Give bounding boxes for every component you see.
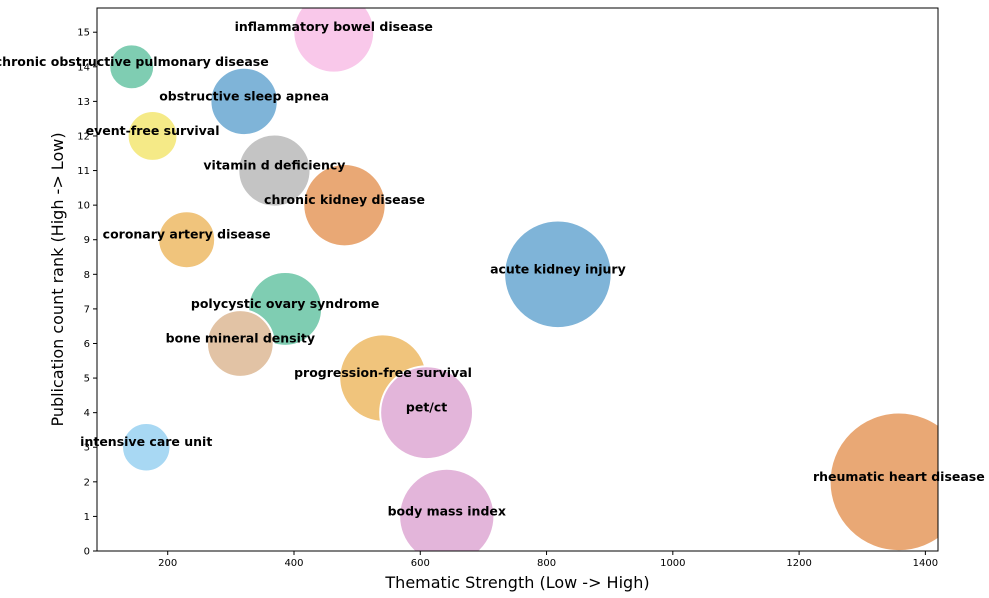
x-tick-label: 200 xyxy=(158,558,177,569)
x-tick-label: 1200 xyxy=(786,558,811,569)
y-tick-label: 14 xyxy=(77,62,90,73)
bubble-label: pet/ct xyxy=(406,400,447,415)
y-tick-label: 2 xyxy=(84,477,90,488)
bubble-label: chronic kidney disease xyxy=(264,192,425,207)
x-axis-ticks: 200 400 600 800 1000 1200 1400 xyxy=(158,551,938,569)
bubble-6 xyxy=(157,210,217,270)
bubbles-layer xyxy=(108,8,938,551)
bubble-label: polycystic ovary syndrome xyxy=(191,296,380,311)
bubble-label: rheumatic heart disease xyxy=(813,469,985,484)
bubble-9 xyxy=(205,309,275,378)
x-tick-label: 1000 xyxy=(660,558,685,569)
x-axis-title: Thematic Strength (Low -> High) xyxy=(384,573,649,592)
y-tick-label: 0 xyxy=(84,547,90,558)
y-tick-label: 7 xyxy=(84,304,90,315)
bubble-12 xyxy=(121,422,172,473)
bubble-11 xyxy=(379,365,475,461)
y-tick-label: 6 xyxy=(84,339,90,350)
bubble-4 xyxy=(237,133,312,208)
y-tick-label: 3 xyxy=(84,443,90,454)
y-axis-title: Publication count rank (High -> Low) xyxy=(48,132,67,426)
bubble-3 xyxy=(126,110,179,162)
y-tick-label: 8 xyxy=(84,270,90,281)
y-tick-label: 15 xyxy=(77,28,90,39)
plot-frame xyxy=(96,7,939,552)
bubble-label: obstructive sleep apnea xyxy=(159,88,329,103)
bubble-labels-layer: inflammatory bowel disease chronic obstru… xyxy=(0,19,985,518)
bubble-label: vitamin d deficiency xyxy=(203,158,345,173)
y-tick-label: 10 xyxy=(77,201,90,212)
y-tick-label: 5 xyxy=(84,374,90,385)
bubble-label: inflammatory bowel disease xyxy=(235,19,433,34)
y-tick-label: 9 xyxy=(84,235,90,246)
bubble-label: acute kidney injury xyxy=(490,261,626,276)
bubble-7 xyxy=(503,219,613,330)
x-tick-label: 400 xyxy=(284,558,303,569)
y-tick-label: 1 xyxy=(84,512,90,523)
x-tick-label: 600 xyxy=(411,558,430,569)
y-tick-label: 13 xyxy=(77,97,90,108)
y-tick-label: 4 xyxy=(84,408,90,419)
x-tick-label: 1400 xyxy=(913,558,938,569)
bubble-14 xyxy=(398,467,496,551)
bubble-label: body mass index xyxy=(388,503,506,518)
bubble-13 xyxy=(828,411,938,551)
bubble-label: coronary artery disease xyxy=(103,227,271,242)
bubble-label: intensive care unit xyxy=(80,434,212,449)
bubble-label: bone mineral density xyxy=(166,330,315,345)
bubble-0 xyxy=(292,8,376,74)
x-tick-label: 800 xyxy=(537,558,556,569)
bubble-1 xyxy=(108,43,156,91)
y-tick-label: 12 xyxy=(77,131,90,142)
bubble-2 xyxy=(209,66,279,137)
y-tick-label: 11 xyxy=(77,166,90,177)
bubble-label: chronic obstructive pulmonary disease xyxy=(0,54,269,69)
bubble-5 xyxy=(302,162,387,248)
bubble-label: progression-free survival xyxy=(294,365,472,380)
bubble-label: event-free survival xyxy=(86,123,220,138)
